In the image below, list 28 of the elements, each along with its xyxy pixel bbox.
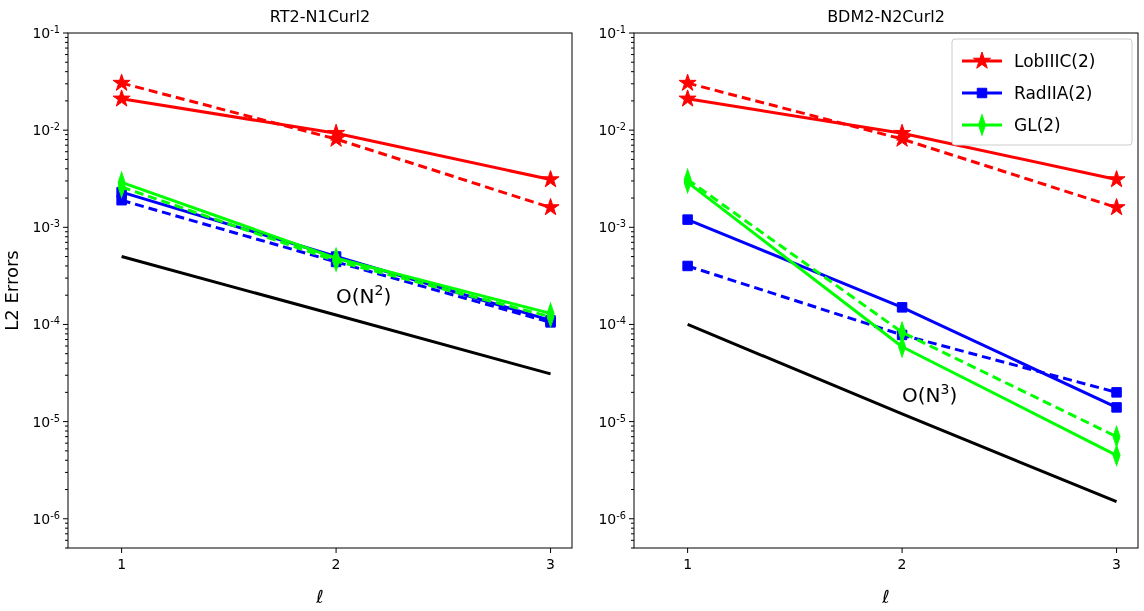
y-tick-label: 10$^{-1}$ bbox=[598, 23, 626, 41]
annotation: O(N$^{2}$) bbox=[336, 282, 392, 309]
y-tick-label: 10$^{-6}$ bbox=[32, 509, 60, 527]
y-tick-label: 10$^{-2}$ bbox=[32, 120, 60, 139]
y-tick-label: 10$^{-5}$ bbox=[598, 412, 626, 430]
y-tick-label: 10$^{-6}$ bbox=[598, 509, 626, 527]
y-axis-title: L2 Errors bbox=[1, 250, 22, 331]
y-tick-label: 10$^{-4}$ bbox=[32, 314, 60, 333]
legend-label: GL(2) bbox=[1014, 115, 1061, 135]
x-tick-label: 1 bbox=[117, 556, 127, 572]
x-axis-title: ℓ bbox=[881, 586, 890, 607]
y-tick-label: 10$^{-3}$ bbox=[32, 217, 60, 236]
legend-label: RadIIA(2) bbox=[1014, 83, 1093, 103]
x-tick-label: 3 bbox=[546, 556, 556, 572]
y-tick-label: 10$^{-3}$ bbox=[598, 217, 626, 236]
y-tick-label: 10$^{-2}$ bbox=[598, 120, 626, 139]
chart-title: RT2-N1Curl2 bbox=[269, 7, 371, 26]
x-tick-label: 3 bbox=[1112, 556, 1122, 572]
annotation: O(N$^{3}$) bbox=[902, 380, 958, 407]
legend-label: LobIIIC(2) bbox=[1014, 51, 1096, 71]
y-tick-label: 10$^{-1}$ bbox=[32, 23, 60, 41]
x-tick-label: 1 bbox=[683, 556, 693, 572]
x-axis-title: ℓ bbox=[315, 586, 324, 607]
chart-title: BDM2-N2Curl2 bbox=[827, 7, 945, 26]
x-tick-label: 2 bbox=[897, 556, 907, 572]
y-tick-label: 10$^{-5}$ bbox=[32, 412, 60, 430]
x-tick-label: 2 bbox=[331, 556, 341, 572]
y-tick-label: 10$^{-4}$ bbox=[598, 314, 626, 333]
